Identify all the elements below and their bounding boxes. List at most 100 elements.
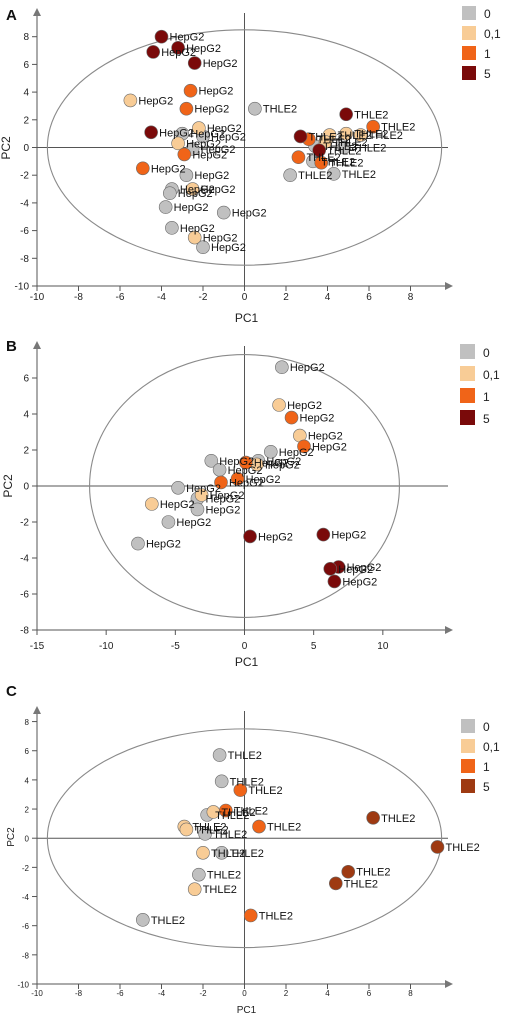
data-point-dose-0-1 — [194, 488, 209, 502]
data-point-label: HepG2 — [342, 576, 377, 588]
data-point-label: HepG2 — [176, 517, 211, 529]
data-point-dose-5 — [327, 574, 342, 589]
data-point-dose-5 — [328, 876, 343, 891]
data-point-dose-5 — [187, 56, 202, 70]
y-tick-label: -2 — [22, 864, 30, 873]
x-tick-label: -6 — [116, 989, 124, 998]
legend-label: 0,1 — [483, 368, 500, 382]
confidence-ellipse — [46, 728, 443, 949]
y-axis-arrow — [33, 341, 41, 349]
data-point-dose-0 — [165, 221, 179, 235]
x-tick-label: 0 — [242, 641, 248, 652]
data-point-label: HepG2 — [228, 465, 263, 477]
y-tick-label: 0 — [23, 482, 29, 493]
data-point-dose-5 — [144, 125, 158, 140]
panel-letter: C — [6, 683, 17, 700]
x-tick-label: -6 — [116, 292, 125, 303]
legend-label: 5 — [483, 412, 490, 426]
data-point-dose-1 — [284, 410, 299, 425]
y-tick-label: -10 — [17, 981, 29, 990]
data-point-dose-1 — [179, 101, 194, 116]
data-point-label: THLE2 — [354, 109, 388, 121]
data-point-dose-1 — [136, 161, 150, 176]
data-point-label: THLE2 — [194, 824, 228, 836]
data-point-dose-0-1 — [187, 882, 202, 897]
y-tick-label: -6 — [20, 590, 29, 601]
y-tick-label: -4 — [22, 893, 30, 902]
data-point-label: THLE2 — [203, 884, 237, 896]
legend-label: 0,1 — [484, 27, 501, 41]
data-point-label: HepG2 — [161, 47, 196, 59]
data-point-dose-1 — [297, 439, 311, 454]
y-tick-label: 0 — [23, 143, 29, 154]
x-tick-label: 4 — [325, 989, 330, 998]
data-point-label: HepG2 — [201, 144, 236, 156]
data-point-label: HepG2 — [160, 499, 195, 511]
data-point-label: THLE2 — [327, 145, 361, 157]
data-point-label: THLE2 — [215, 810, 249, 822]
y-axis-title: PC2 — [1, 474, 15, 498]
y-tick-label: 2 — [23, 446, 29, 457]
legend-swatch — [461, 739, 475, 753]
data-point-label: HepG2 — [338, 564, 373, 576]
data-point-dose-0 — [275, 360, 289, 375]
data-point-label: THLE2 — [354, 129, 388, 141]
data-point-label: HepG2 — [201, 184, 236, 196]
data-point-dose-0 — [136, 913, 150, 927]
data-point-label: HepG2 — [308, 431, 343, 443]
y-tick-label: 4 — [23, 88, 29, 99]
y-tick-label: -8 — [20, 626, 29, 637]
x-axis-arrow — [445, 626, 453, 634]
data-point-dose-5 — [316, 527, 331, 542]
data-point-label: THLE2 — [321, 156, 355, 168]
data-point-dose-0-1 — [145, 497, 159, 511]
data-point-label: THLE2 — [263, 104, 297, 116]
data-point-dose-1 — [291, 150, 306, 164]
x-tick-label: -2 — [199, 989, 207, 998]
data-point-dose-0 — [161, 515, 176, 529]
x-tick-label: 5 — [311, 641, 317, 652]
legend-label: 1 — [483, 760, 490, 774]
y-tick-label: 4 — [25, 776, 30, 785]
data-point-label: THLE2 — [221, 807, 255, 819]
x-axis-arrow — [445, 980, 453, 988]
x-tick-label: -4 — [157, 292, 166, 303]
data-point-label: HepG2 — [265, 459, 300, 471]
data-point-dose-0 — [192, 867, 206, 882]
legend-label: 0 — [484, 7, 491, 21]
data-point-label: THLE2 — [338, 130, 372, 142]
data-point-label: HepG2 — [205, 494, 240, 506]
legend-swatch — [462, 26, 476, 40]
data-point-dose-0 — [216, 205, 231, 220]
data-point-dose-0 — [326, 167, 341, 181]
legend-swatch — [460, 410, 475, 425]
x-axis-title: PC1 — [237, 1005, 257, 1016]
data-point-label: THLE2 — [329, 158, 363, 170]
data-point-label: THLE2 — [381, 122, 415, 134]
data-point-label: HepG2 — [194, 170, 229, 182]
panel-letter: A — [6, 7, 17, 24]
legend-swatch — [461, 759, 475, 773]
data-point-label: THLE2 — [230, 848, 264, 860]
x-tick-label: -8 — [74, 292, 83, 303]
data-point-dose-0-1 — [192, 121, 206, 135]
data-point-label: HepG2 — [203, 58, 238, 70]
data-point-label: HepG2 — [178, 188, 213, 200]
x-tick-label: -10 — [99, 641, 114, 652]
confidence-ellipse — [46, 29, 443, 266]
data-point-dose-1 — [239, 455, 253, 470]
data-point-dose-5 — [339, 107, 353, 122]
legend-label: 0 — [483, 720, 490, 734]
x-tick-label: 4 — [325, 292, 331, 303]
y-axis-arrow — [33, 706, 41, 714]
data-point-label: THLE2 — [230, 776, 264, 788]
data-point-label: HepG2 — [170, 32, 205, 44]
data-point-label: THLE2 — [356, 867, 390, 879]
data-point-dose-5 — [341, 864, 356, 879]
x-tick-label: 8 — [408, 292, 414, 303]
x-tick-label: 0 — [242, 989, 247, 998]
y-tick-label: -8 — [20, 254, 29, 265]
data-point-dose-0 — [248, 101, 262, 116]
x-tick-label: -2 — [199, 292, 208, 303]
y-tick-label: 2 — [25, 806, 30, 815]
